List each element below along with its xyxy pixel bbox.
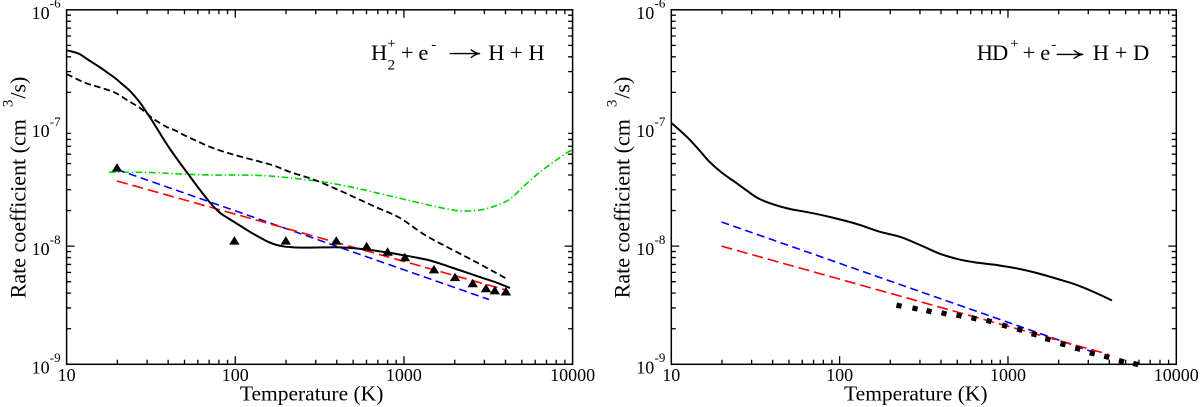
svg-text:-7: -7	[50, 114, 61, 129]
svg-text:+: +	[387, 36, 395, 52]
svg-text:100: 100	[826, 365, 853, 385]
svg-text:1000: 1000	[990, 365, 1026, 385]
svg-text:2: 2	[388, 57, 396, 73]
svg-text:-: -	[1051, 37, 1056, 53]
svg-text:-: -	[431, 37, 436, 53]
svg-text:H + H: H + H	[488, 40, 544, 65]
svg-text:10: 10	[58, 365, 76, 385]
svg-text:D: D	[992, 40, 1008, 65]
svg-text:-6: -6	[655, 0, 666, 11]
svg-text:Temperature (K): Temperature (K)	[844, 382, 988, 406]
svg-text:1000: 1000	[386, 365, 422, 385]
svg-text:10: 10	[636, 3, 654, 23]
svg-text:+: +	[1023, 40, 1036, 65]
svg-text:H + D: H + D	[1093, 40, 1149, 65]
svg-text:10: 10	[636, 121, 654, 141]
svg-text:e: e	[1040, 40, 1050, 65]
svg-text:-8: -8	[50, 232, 61, 247]
svg-text:-6: -6	[50, 0, 61, 11]
svg-text:-9: -9	[655, 350, 666, 365]
svg-text:10: 10	[636, 239, 654, 259]
svg-text:10: 10	[32, 239, 50, 259]
svg-text:-7: -7	[655, 114, 666, 129]
svg-text:H: H	[977, 40, 993, 65]
svg-text:10000: 10000	[1154, 365, 1199, 385]
svg-text:Temperature (K): Temperature (K)	[240, 382, 384, 406]
svg-text:e: e	[418, 40, 428, 65]
svg-text:10000: 10000	[550, 365, 595, 385]
svg-text:-9: -9	[50, 350, 61, 365]
svg-text:10: 10	[662, 365, 680, 385]
svg-text:100: 100	[222, 365, 249, 385]
svg-text:-8: -8	[655, 232, 666, 247]
svg-text:10: 10	[32, 357, 50, 377]
svg-text:10: 10	[636, 357, 654, 377]
svg-text:+: +	[1010, 36, 1018, 52]
svg-text:10: 10	[32, 3, 50, 23]
svg-text:10: 10	[32, 121, 50, 141]
svg-text:+: +	[401, 40, 414, 65]
svg-text:H: H	[371, 40, 387, 65]
